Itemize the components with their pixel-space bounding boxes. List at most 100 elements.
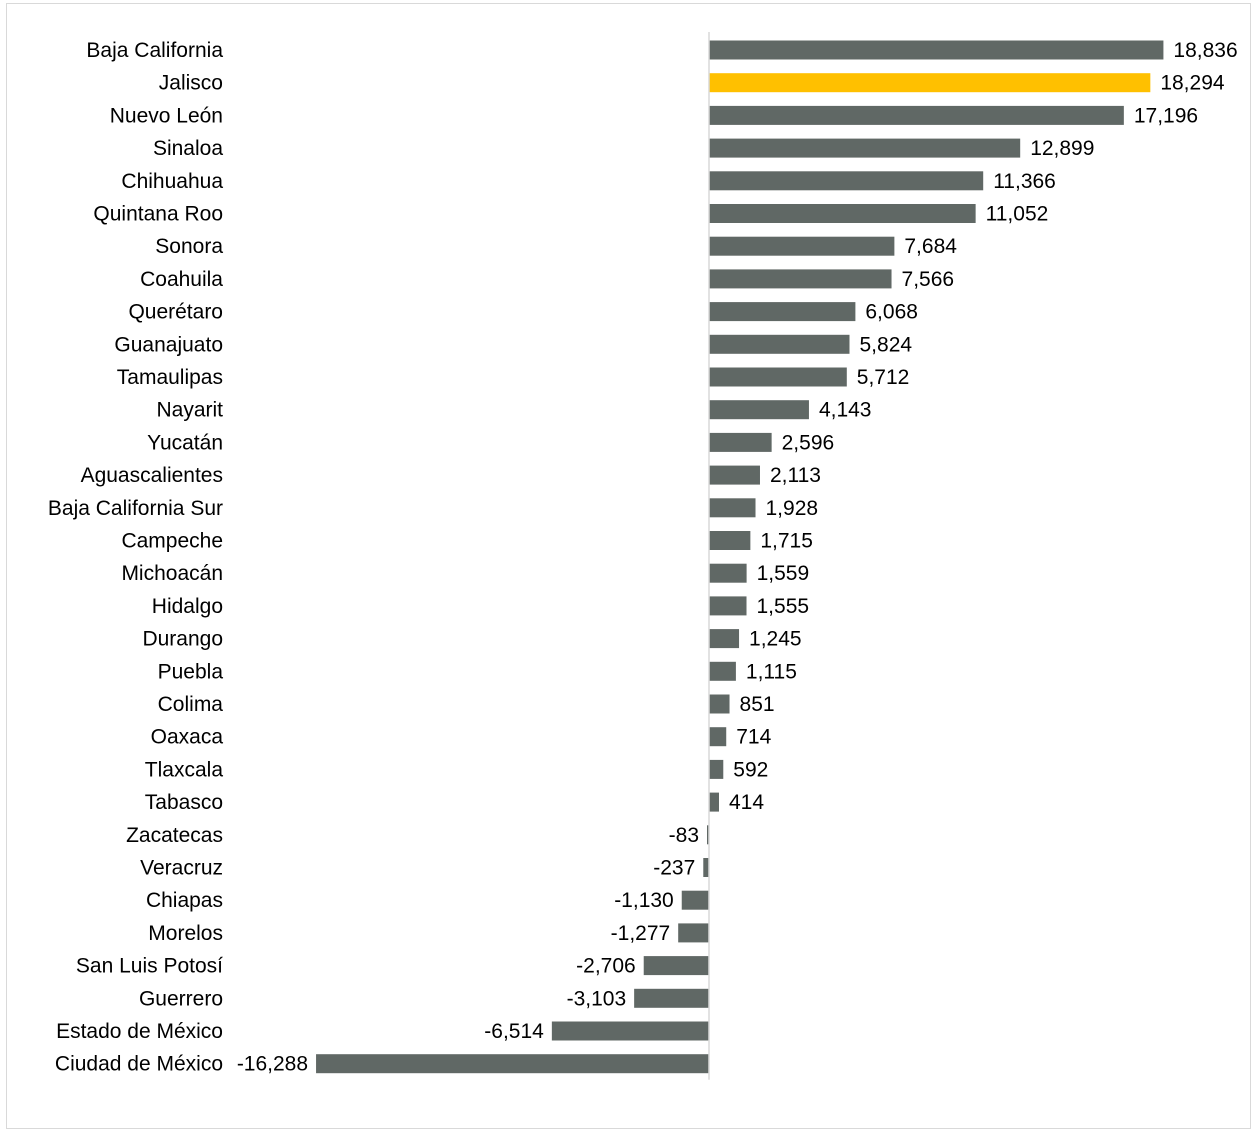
bar-queretaro [709, 302, 856, 322]
data-label-baja-california: 18,836 [1173, 39, 1237, 62]
category-label-zacatecas: Zacatecas [126, 824, 223, 847]
category-label-jalisco: Jalisco [159, 72, 223, 95]
data-label-oaxaca: 714 [736, 726, 771, 749]
data-label-morelos: -1,277 [611, 922, 671, 945]
data-label-veracruz: -237 [653, 857, 695, 880]
data-label-tlaxcala: 592 [733, 758, 768, 781]
category-label-ciudad-de-mexico: Ciudad de México [55, 1053, 223, 1076]
category-label-aguascalientes: Aguascalientes [81, 464, 223, 487]
bar-aguascalientes [709, 465, 760, 485]
data-label-coahuila: 7,566 [902, 268, 955, 291]
bar-chart: Baja California Jalisco Nuevo León Sinaloa C… [48, 32, 1238, 1080]
data-label-michoacan: 1,559 [757, 562, 810, 585]
data-label-sonora: 7,684 [904, 235, 957, 258]
category-label-san-luis-potosi: San Luis Potosí [76, 955, 223, 978]
bar-guanajuato [709, 334, 850, 354]
bar-hidalgo [709, 596, 747, 616]
value-labels: 18,836 18,294 17,196 12,899 11,366 11,052 7,68… [237, 39, 1238, 1076]
data-label-guerrero: -3,103 [567, 987, 627, 1010]
bar-san-luis-potosi [643, 956, 709, 976]
data-label-zacatecas: -83 [669, 824, 699, 847]
bar-quintana-roo [709, 204, 976, 223]
data-label-yucatan: 2,596 [782, 431, 835, 454]
data-label-hidalgo: 1,555 [757, 595, 810, 618]
bar-guerrero [634, 988, 709, 1008]
data-label-sinaloa: 12,899 [1030, 137, 1094, 160]
bar-sinaloa [709, 138, 1021, 158]
category-label-veracruz: Veracruz [140, 857, 223, 880]
category-label-guerrero: Guerrero [139, 987, 223, 1010]
category-label-sinaloa: Sinaloa [153, 137, 223, 160]
data-label-chihuahua: 11,366 [993, 170, 1056, 193]
category-label-tabasco: Tabasco [145, 791, 223, 814]
bar-oaxaca [709, 727, 727, 747]
bar-baja-california [709, 40, 1164, 60]
category-label-tlaxcala: Tlaxcala [145, 758, 224, 781]
category-label-durango: Durango [142, 628, 223, 651]
data-label-jalisco: 18,294 [1160, 72, 1225, 95]
category-label-sonora: Sonora [155, 235, 223, 258]
category-label-campeche: Campeche [121, 530, 223, 553]
data-label-puebla: 1,115 [746, 660, 797, 683]
category-label-hidalgo: Hidalgo [152, 595, 223, 618]
chart-frame: Baja California Jalisco Nuevo León Sinaloa C… [6, 3, 1251, 1129]
bar-tabasco [709, 792, 719, 812]
data-label-aguascalientes: 2,113 [770, 464, 821, 487]
bar-ciudad-de-mexico [316, 1054, 709, 1074]
data-label-baja-california-sur: 1,928 [766, 497, 819, 520]
data-label-tamaulipas: 5,712 [857, 366, 910, 389]
bar-durango [709, 629, 740, 649]
data-label-guanajuato: 5,824 [860, 333, 913, 356]
category-label-guanajuato: Guanajuato [114, 333, 223, 356]
category-label-nayarit: Nayarit [156, 399, 223, 422]
bar-zacatecas [707, 825, 709, 845]
category-label-queretaro: Querétaro [128, 301, 223, 324]
bar-yucatan [709, 432, 772, 452]
category-label-quintana-roo: Quintana Roo [93, 203, 223, 226]
bar-jalisco [709, 73, 1151, 93]
category-label-morelos: Morelos [148, 922, 223, 945]
bar-campeche [709, 531, 751, 550]
data-label-san-luis-potosi: -2,706 [576, 955, 636, 978]
category-label-chiapas: Chiapas [146, 889, 223, 912]
bar-veracruz [703, 858, 709, 877]
data-label-durango: 1,245 [749, 628, 802, 651]
category-label-colima: Colima [158, 693, 224, 716]
bars-layer [316, 40, 1164, 1074]
bar-tamaulipas [709, 367, 847, 387]
bar-colima [709, 694, 730, 714]
bar-tlaxcala [709, 759, 724, 779]
category-label-puebla: Puebla [158, 660, 224, 683]
data-label-tabasco: 414 [729, 791, 764, 814]
data-label-quintana-roo: 11,052 [986, 203, 1049, 226]
bar-sonora [709, 236, 895, 256]
bar-estado-de-mexico [551, 1021, 709, 1041]
bar-nuevo-leon [709, 105, 1124, 125]
bar-chiapas [681, 890, 709, 910]
category-label-nuevo-leon: Nuevo León [110, 104, 223, 127]
bar-chihuahua [709, 171, 984, 191]
data-label-chiapas: -1,130 [614, 889, 674, 912]
bar-morelos [678, 923, 709, 943]
category-label-estado-de-mexico: Estado de México [56, 1020, 223, 1043]
data-label-estado-de-mexico: -6,514 [484, 1020, 544, 1043]
category-label-baja-california: Baja California [86, 39, 223, 62]
bar-baja-california-sur [709, 498, 756, 518]
bar-nayarit [709, 400, 809, 420]
data-label-ciudad-de-mexico: -16,288 [237, 1053, 308, 1076]
data-label-nuevo-leon: 17,196 [1134, 104, 1198, 127]
category-label-coahuila: Coahuila [140, 268, 223, 291]
category-label-michoacan: Michoacán [121, 562, 223, 585]
category-label-chihuahua: Chihuahua [121, 170, 223, 193]
category-label-baja-california-sur: Baja California Sur [48, 497, 223, 520]
bar-michoacan [709, 563, 747, 583]
data-label-colima: 851 [740, 693, 775, 716]
bar-coahuila [709, 269, 892, 289]
category-label-tamaulipas: Tamaulipas [117, 366, 223, 389]
category-label-yucatan: Yucatán [147, 431, 223, 454]
category-labels: Baja California Jalisco Nuevo León Sinaloa C… [48, 39, 223, 1076]
bar-puebla [709, 661, 736, 681]
category-label-oaxaca: Oaxaca [151, 726, 224, 749]
data-label-campeche: 1,715 [760, 530, 813, 553]
data-label-nayarit: 4,143 [819, 399, 872, 422]
